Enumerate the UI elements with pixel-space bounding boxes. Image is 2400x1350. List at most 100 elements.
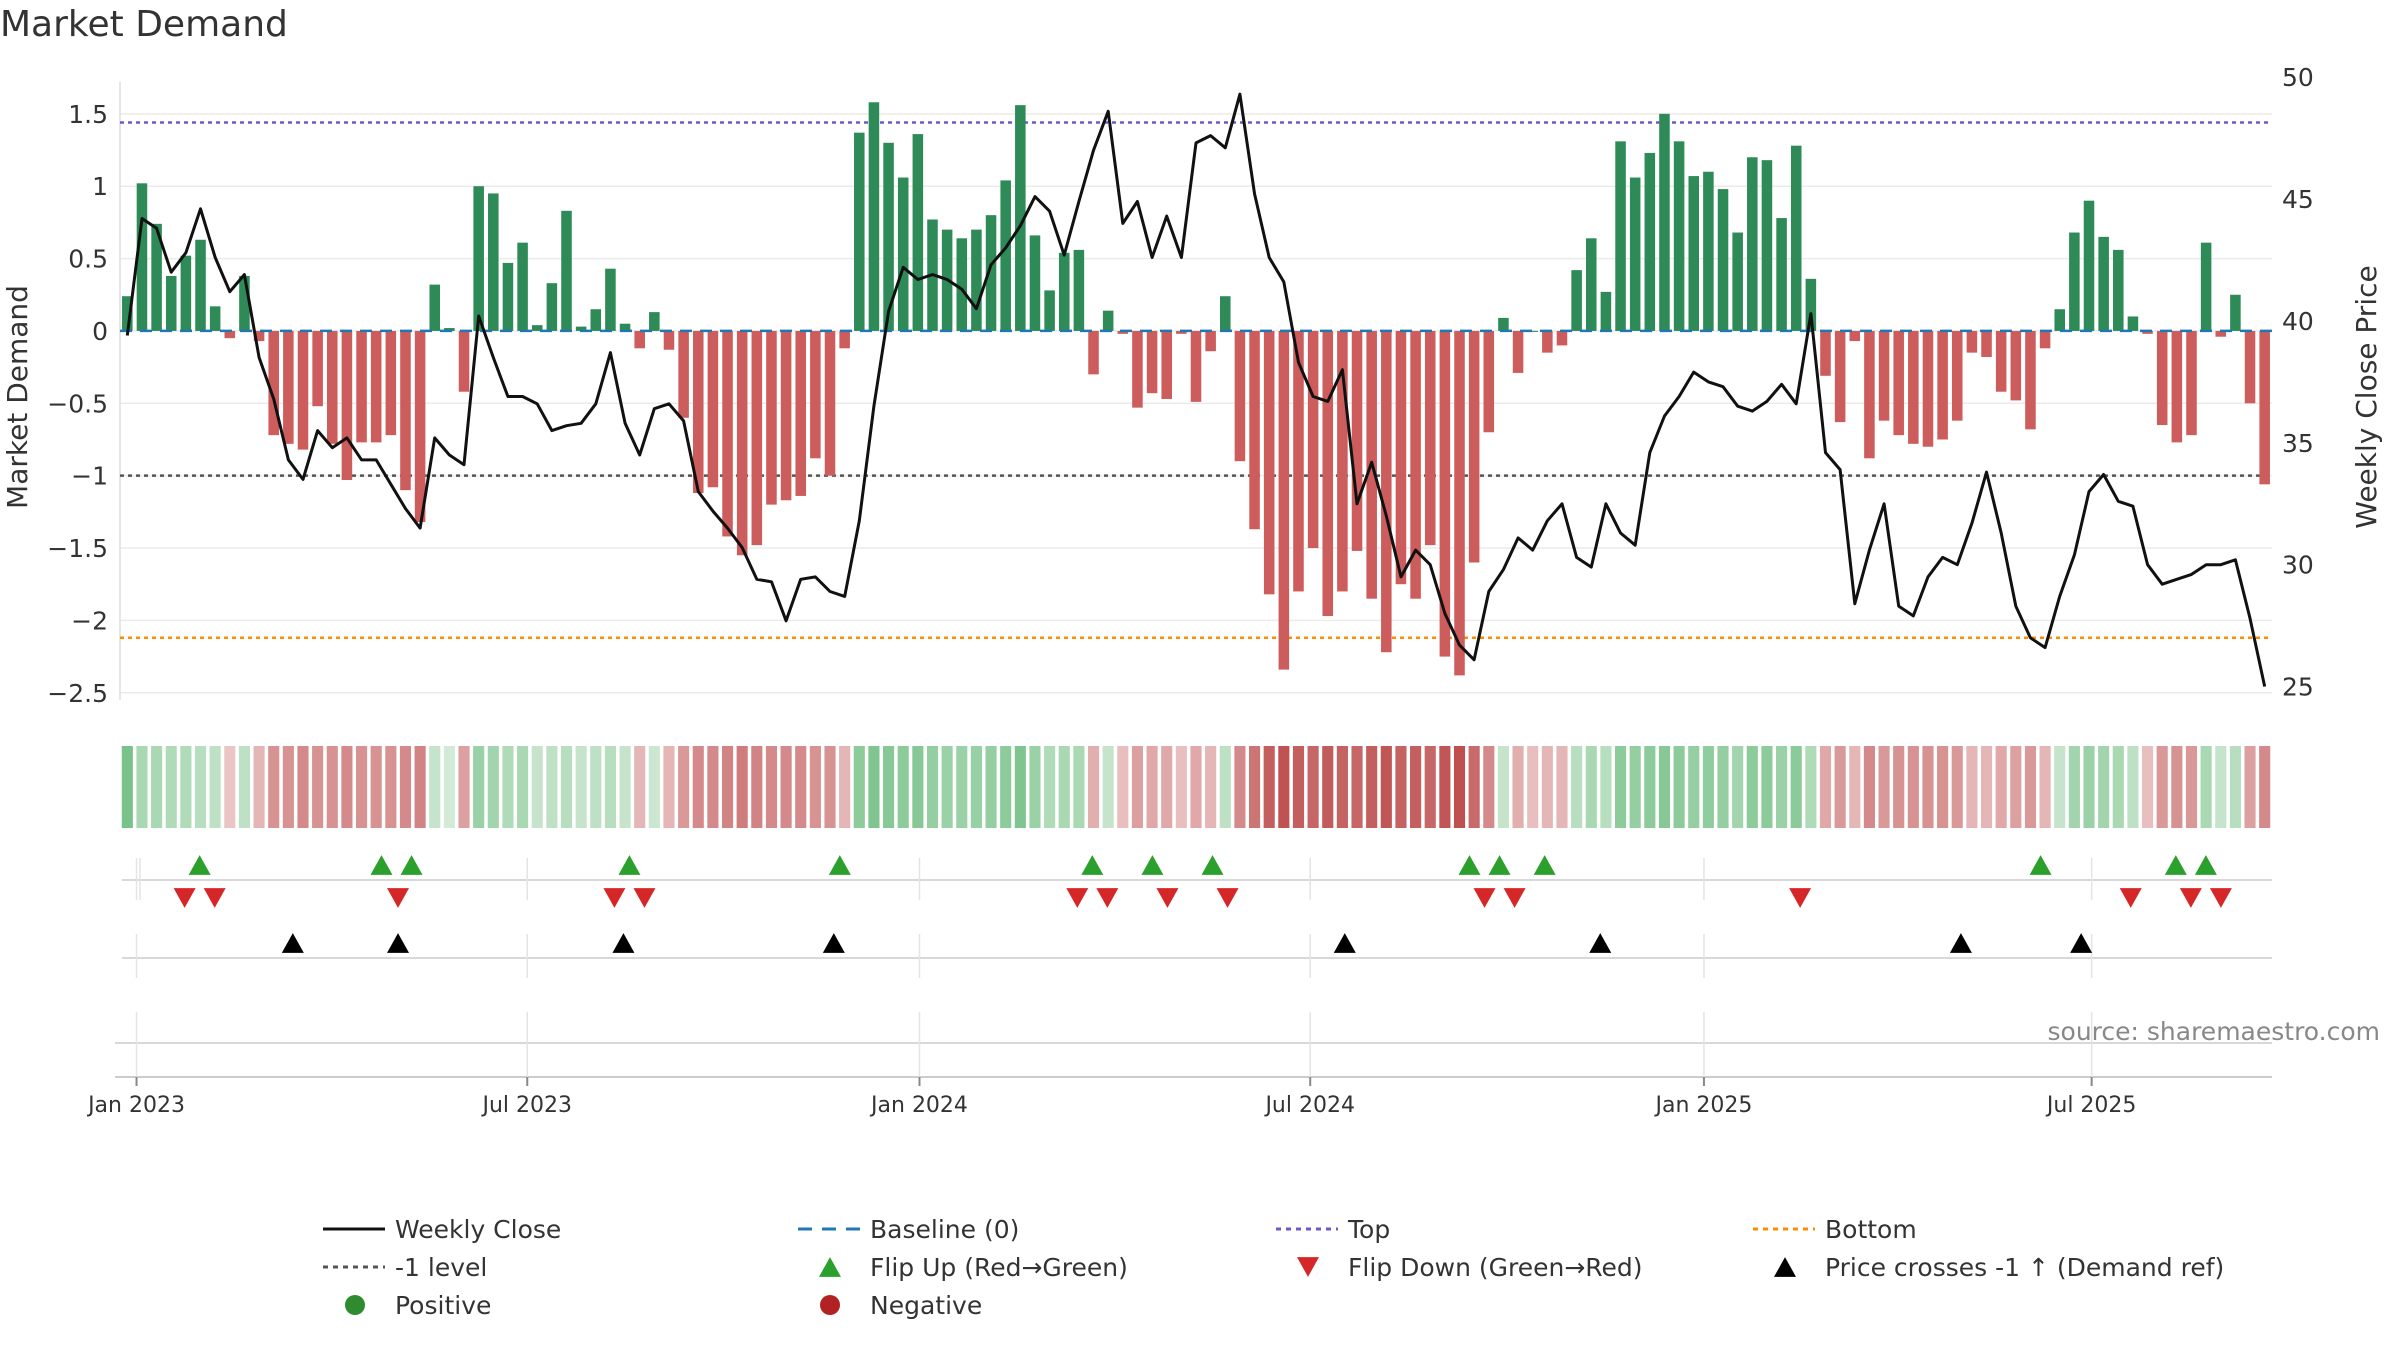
flip-up-marker [1488,855,1511,875]
heat-cell [1117,746,1129,828]
heat-cell [1717,746,1729,828]
legend-label: Top [1347,1215,1390,1244]
heat-cell [560,746,573,828]
demand-bar [1498,317,1509,331]
demand-bar [488,193,499,331]
demand-bar [2069,232,2080,331]
demand-bar [1688,176,1700,331]
legend-label: Bottom [1825,1215,1917,1244]
demand-bar [2230,294,2241,331]
y-tick-label: 1.5 [68,100,108,129]
demand-bar [1790,145,1802,331]
demand-bar [1717,189,1729,331]
heat-cell [268,746,280,828]
y-axis-right-ticks: 50 45 40 35 30 25 [2282,63,2314,701]
heat-cell [663,746,675,828]
demand-bar [897,177,909,331]
heat-cell [1205,746,1217,828]
flip-up-marker [1081,855,1104,875]
demand-bar [1468,330,1480,563]
demand-bar [1805,278,1817,331]
demand-bar [1922,330,1934,447]
flip-down-marker [633,888,656,908]
demand-bar [1542,330,1553,353]
demand-bar [1629,177,1641,331]
flip-down-marker [1096,888,1119,908]
heat-cell [1614,746,1627,828]
demand-bar [1088,330,1099,375]
weekly-close-line [125,92,2267,687]
heat-cell [1146,746,1158,828]
demand-bar [707,330,719,488]
heat-cell [1629,746,1641,828]
heat-cell [370,746,382,828]
heat-cell [1746,746,1758,828]
price-cross-marker [2070,933,2093,953]
heat-cell [634,746,646,828]
flip-down-marker [603,888,626,908]
heat-cell [1556,746,1568,828]
y2-tick-label: 30 [2282,551,2314,580]
heat-cell [502,746,514,828]
price-cross-marker [1949,933,1972,953]
flip-down-marker [1156,888,1179,908]
heat-cell [736,746,748,828]
demand-bar [370,330,382,443]
heat-cell [1219,746,1231,828]
flip-up-marker [370,855,393,875]
heat-cell [429,746,441,828]
heat-cell [546,746,558,828]
demand-bar [2259,330,2270,485]
heat-cell [1878,746,1890,828]
flip-down-marker [1216,888,1239,908]
flip-down-marker [2209,888,2232,908]
heat-cell [707,746,719,828]
y2-axis-label: Weekly Close Price [2350,265,2383,528]
heat-cell [1702,746,1714,828]
demand-bar [2083,200,2095,331]
heat-cell [765,746,778,828]
heat-cell [692,746,704,828]
heat-cell [2229,746,2241,828]
heat-cell [1732,746,1744,828]
demand-bar [341,330,353,481]
demand-bar [1600,291,1612,331]
demand-bar [312,330,323,407]
demand-bar [1878,330,1890,421]
heat-cell [1541,746,1553,828]
demand-bar [385,330,397,436]
demand-bar [575,326,587,331]
x-tick-label: Jan 2024 [869,1093,968,1118]
demand-bar [297,330,309,450]
heat-cell [487,746,499,828]
demand-bar [736,330,748,556]
event-markers [173,855,2232,1277]
heat-cell [1776,746,1788,828]
x-tick-label: Jul 2023 [480,1093,572,1118]
demand-bar [1703,171,1714,331]
demand-bar [1161,330,1172,399]
heat-cell [1087,746,1100,828]
y2-tick-label: 40 [2282,307,2314,336]
demand-bar [1454,330,1465,676]
demand-bar [1234,330,1246,462]
y-tick-label: −1.5 [47,534,108,563]
demand-bar [1585,238,1597,331]
heat-cell [1248,746,1261,828]
heat-cell [795,746,807,828]
demand-bars [122,102,2270,676]
chart-title: Market Demand [0,4,288,45]
demand-bar [605,268,616,331]
demand-bar [414,330,426,522]
heat-cell [1995,746,2007,828]
x-tick-label: Jul 2024 [1263,1093,1355,1118]
heat-cell [2024,746,2037,828]
heat-cell [1102,746,1114,828]
demand-bar [1176,330,1187,334]
heat-cell [1951,746,1963,828]
heat-cell [1497,746,1509,828]
legend-label: Flip Down (Green→Red) [1348,1253,1643,1282]
demand-bar [2054,309,2065,331]
y2-tick-label: 25 [2282,673,2314,702]
flip-up-marker [618,855,641,875]
